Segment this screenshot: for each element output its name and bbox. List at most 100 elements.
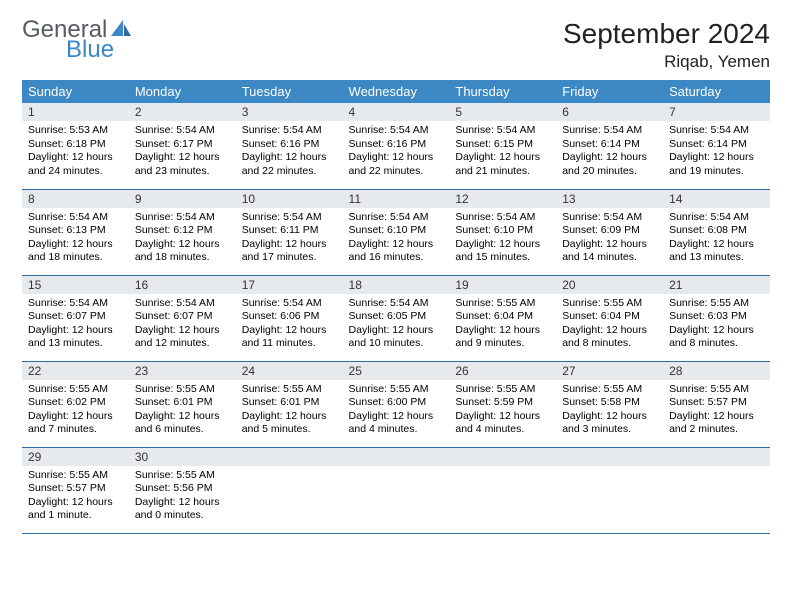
day-number: 11 [343,190,450,208]
calendar-header-row: SundayMondayTuesdayWednesdayThursdayFrid… [22,80,770,103]
day-body-empty [236,466,343,516]
day-number: 8 [22,190,129,208]
calendar-cell: 3Sunrise: 5:54 AMSunset: 6:16 PMDaylight… [236,103,343,189]
calendar-cell: 25Sunrise: 5:55 AMSunset: 6:00 PMDayligh… [343,361,450,447]
calendar-cell: 23Sunrise: 5:55 AMSunset: 6:01 PMDayligh… [129,361,236,447]
day-number-empty [343,448,450,466]
day-body: Sunrise: 5:54 AMSunset: 6:07 PMDaylight:… [22,294,129,356]
calendar-cell: 24Sunrise: 5:55 AMSunset: 6:01 PMDayligh… [236,361,343,447]
calendar-cell [556,447,663,533]
calendar-cell: 7Sunrise: 5:54 AMSunset: 6:14 PMDaylight… [663,103,770,189]
day-body: Sunrise: 5:55 AMSunset: 5:58 PMDaylight:… [556,380,663,442]
calendar-cell: 17Sunrise: 5:54 AMSunset: 6:06 PMDayligh… [236,275,343,361]
day-body: Sunrise: 5:55 AMSunset: 5:57 PMDaylight:… [663,380,770,442]
day-number-empty [449,448,556,466]
day-body-empty [663,466,770,516]
weekday-header: Wednesday [343,80,450,103]
calendar-body: 1Sunrise: 5:53 AMSunset: 6:18 PMDaylight… [22,103,770,533]
day-body: Sunrise: 5:55 AMSunset: 6:03 PMDaylight:… [663,294,770,356]
day-number: 4 [343,103,450,121]
day-body: Sunrise: 5:54 AMSunset: 6:14 PMDaylight:… [663,121,770,183]
calendar-cell: 8Sunrise: 5:54 AMSunset: 6:13 PMDaylight… [22,189,129,275]
day-number: 23 [129,362,236,380]
calendar-cell: 21Sunrise: 5:55 AMSunset: 6:03 PMDayligh… [663,275,770,361]
calendar-cell: 10Sunrise: 5:54 AMSunset: 6:11 PMDayligh… [236,189,343,275]
day-number: 29 [22,448,129,466]
logo-text-blue: Blue [66,38,133,62]
calendar-cell: 30Sunrise: 5:55 AMSunset: 5:56 PMDayligh… [129,447,236,533]
calendar-cell: 15Sunrise: 5:54 AMSunset: 6:07 PMDayligh… [22,275,129,361]
calendar-cell: 16Sunrise: 5:54 AMSunset: 6:07 PMDayligh… [129,275,236,361]
header: General Blue September 2024 Riqab, Yemen [22,18,770,72]
day-body: Sunrise: 5:54 AMSunset: 6:17 PMDaylight:… [129,121,236,183]
calendar-cell: 9Sunrise: 5:54 AMSunset: 6:12 PMDaylight… [129,189,236,275]
day-number: 28 [663,362,770,380]
day-number: 7 [663,103,770,121]
day-number: 15 [22,276,129,294]
calendar-cell: 29Sunrise: 5:55 AMSunset: 5:57 PMDayligh… [22,447,129,533]
day-number: 27 [556,362,663,380]
day-body: Sunrise: 5:55 AMSunset: 5:59 PMDaylight:… [449,380,556,442]
day-body: Sunrise: 5:55 AMSunset: 6:02 PMDaylight:… [22,380,129,442]
calendar-cell: 28Sunrise: 5:55 AMSunset: 5:57 PMDayligh… [663,361,770,447]
day-body: Sunrise: 5:55 AMSunset: 6:00 PMDaylight:… [343,380,450,442]
calendar-cell [343,447,450,533]
calendar-cell [449,447,556,533]
calendar-cell: 27Sunrise: 5:55 AMSunset: 5:58 PMDayligh… [556,361,663,447]
day-number: 19 [449,276,556,294]
day-number: 20 [556,276,663,294]
weekday-header: Sunday [22,80,129,103]
calendar-table: SundayMondayTuesdayWednesdayThursdayFrid… [22,80,770,534]
day-body: Sunrise: 5:55 AMSunset: 6:01 PMDaylight:… [236,380,343,442]
day-body: Sunrise: 5:54 AMSunset: 6:16 PMDaylight:… [236,121,343,183]
day-number: 26 [449,362,556,380]
day-body: Sunrise: 5:54 AMSunset: 6:13 PMDaylight:… [22,208,129,270]
calendar-cell: 19Sunrise: 5:55 AMSunset: 6:04 PMDayligh… [449,275,556,361]
day-body-empty [449,466,556,516]
calendar-cell: 13Sunrise: 5:54 AMSunset: 6:09 PMDayligh… [556,189,663,275]
day-number: 10 [236,190,343,208]
day-number: 25 [343,362,450,380]
day-number: 16 [129,276,236,294]
day-number: 3 [236,103,343,121]
day-number-empty [236,448,343,466]
day-number: 18 [343,276,450,294]
calendar-cell: 4Sunrise: 5:54 AMSunset: 6:16 PMDaylight… [343,103,450,189]
day-body: Sunrise: 5:54 AMSunset: 6:05 PMDaylight:… [343,294,450,356]
day-body: Sunrise: 5:54 AMSunset: 6:15 PMDaylight:… [449,121,556,183]
calendar-cell [663,447,770,533]
day-body: Sunrise: 5:55 AMSunset: 5:57 PMDaylight:… [22,466,129,528]
day-body: Sunrise: 5:55 AMSunset: 6:04 PMDaylight:… [449,294,556,356]
calendar-cell: 11Sunrise: 5:54 AMSunset: 6:10 PMDayligh… [343,189,450,275]
day-body: Sunrise: 5:54 AMSunset: 6:09 PMDaylight:… [556,208,663,270]
day-number: 1 [22,103,129,121]
title-block: September 2024 Riqab, Yemen [563,18,770,72]
calendar-cell: 20Sunrise: 5:55 AMSunset: 6:04 PMDayligh… [556,275,663,361]
calendar-cell: 12Sunrise: 5:54 AMSunset: 6:10 PMDayligh… [449,189,556,275]
day-number-empty [663,448,770,466]
day-body: Sunrise: 5:54 AMSunset: 6:14 PMDaylight:… [556,121,663,183]
day-body: Sunrise: 5:54 AMSunset: 6:16 PMDaylight:… [343,121,450,183]
calendar-cell: 18Sunrise: 5:54 AMSunset: 6:05 PMDayligh… [343,275,450,361]
calendar-cell: 14Sunrise: 5:54 AMSunset: 6:08 PMDayligh… [663,189,770,275]
day-body: Sunrise: 5:54 AMSunset: 6:08 PMDaylight:… [663,208,770,270]
day-number: 2 [129,103,236,121]
day-body: Sunrise: 5:54 AMSunset: 6:12 PMDaylight:… [129,208,236,270]
day-body: Sunrise: 5:54 AMSunset: 6:10 PMDaylight:… [343,208,450,270]
day-body-empty [556,466,663,516]
location: Riqab, Yemen [563,52,770,72]
day-number: 24 [236,362,343,380]
calendar-cell: 1Sunrise: 5:53 AMSunset: 6:18 PMDaylight… [22,103,129,189]
calendar-cell: 2Sunrise: 5:54 AMSunset: 6:17 PMDaylight… [129,103,236,189]
weekday-header: Monday [129,80,236,103]
weekday-header: Thursday [449,80,556,103]
weekday-header: Friday [556,80,663,103]
calendar-cell: 6Sunrise: 5:54 AMSunset: 6:14 PMDaylight… [556,103,663,189]
day-body: Sunrise: 5:54 AMSunset: 6:11 PMDaylight:… [236,208,343,270]
calendar-cell: 22Sunrise: 5:55 AMSunset: 6:02 PMDayligh… [22,361,129,447]
day-body: Sunrise: 5:53 AMSunset: 6:18 PMDaylight:… [22,121,129,183]
day-number: 5 [449,103,556,121]
calendar-cell: 26Sunrise: 5:55 AMSunset: 5:59 PMDayligh… [449,361,556,447]
day-number: 13 [556,190,663,208]
calendar-row: 1Sunrise: 5:53 AMSunset: 6:18 PMDaylight… [22,103,770,189]
